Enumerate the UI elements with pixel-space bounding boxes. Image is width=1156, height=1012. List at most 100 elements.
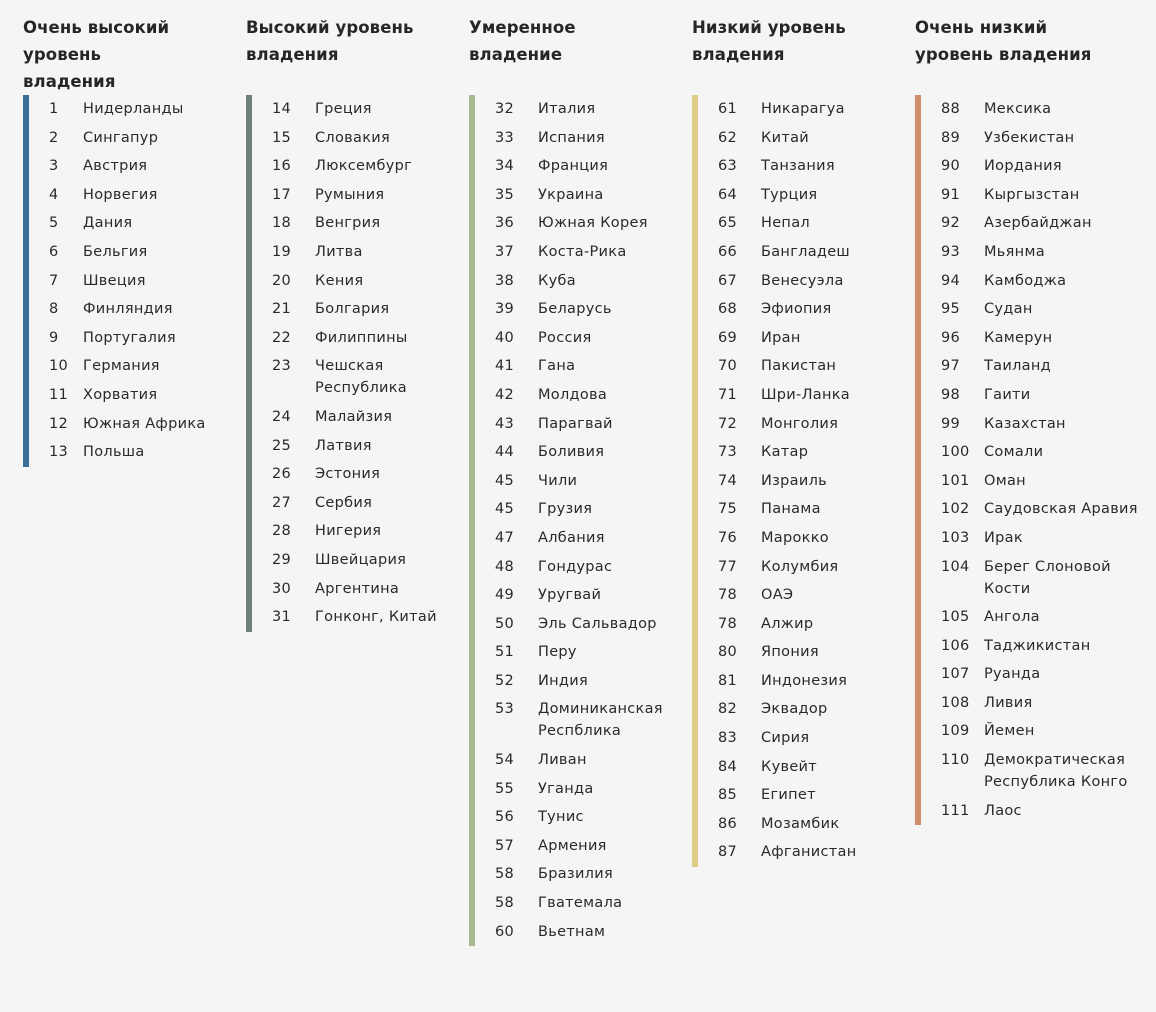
country-name: Южная Африка xyxy=(83,415,206,432)
country-name: Словакия xyxy=(315,129,390,146)
country-row: 80 Япония xyxy=(692,641,922,663)
country-name: Аргентина xyxy=(315,580,400,597)
country-name: Хорватия xyxy=(83,386,158,403)
level-color-bar xyxy=(246,95,252,632)
rank-number: 9 xyxy=(49,329,59,346)
country-name: Гонконг, Китай xyxy=(315,609,437,626)
country-name: Сербия xyxy=(315,494,373,511)
rank-number: 49 xyxy=(495,587,515,604)
country-row: 14 Греция xyxy=(246,98,476,120)
rank-number: 82 xyxy=(718,701,738,718)
country-row: 76 Марокко xyxy=(692,527,922,549)
country-row: 23 Чешская Республика xyxy=(246,355,476,399)
country-row: 3 Австрия xyxy=(23,155,253,177)
rank-number: 44 xyxy=(495,444,515,461)
country-row: 94 Камбоджа xyxy=(915,270,1145,292)
country-row: 86 Мозамбик xyxy=(692,813,922,835)
rank-number: 32 xyxy=(495,101,515,117)
country-row: 82 Эквадор xyxy=(692,698,922,720)
country-name: Саудовская Аравия xyxy=(984,501,1138,518)
rank-number: 67 xyxy=(718,272,738,289)
country-name: Филиппины xyxy=(315,329,408,346)
country-row: 68 Эфиопия xyxy=(692,298,922,320)
country-name: Эстония xyxy=(315,466,381,483)
country-name: Индия xyxy=(538,672,588,689)
country-name: Бразилия xyxy=(538,866,613,883)
rank-number: 103 xyxy=(941,529,970,546)
rank-number: 96 xyxy=(941,329,961,346)
rank-number: 58 xyxy=(495,866,515,883)
country-name: Сингапур xyxy=(83,129,159,146)
country-row: 73 Катар xyxy=(692,441,922,463)
country-row: 19 Литва xyxy=(246,241,476,263)
country-row: 58 Гватемала xyxy=(469,892,699,914)
rank-number: 83 xyxy=(718,730,738,747)
rank-number: 33 xyxy=(495,129,515,146)
country-row: 92 Азербайджан xyxy=(915,212,1145,234)
rank-number: 48 xyxy=(495,558,515,575)
rank-number: 75 xyxy=(718,501,738,518)
rank-number: 57 xyxy=(495,837,515,854)
country-name: Румыния xyxy=(315,186,385,203)
rank-number: 64 xyxy=(718,186,738,203)
rank-number: 73 xyxy=(718,444,738,461)
country-row: 42 Молдова xyxy=(469,384,699,406)
country-name: Польша xyxy=(83,444,145,461)
rank-number: 6 xyxy=(49,243,59,260)
rank-number: 3 xyxy=(49,158,59,175)
country-name: Гана xyxy=(538,358,576,375)
rank-number: 95 xyxy=(941,301,961,318)
rank-number: 24 xyxy=(272,408,292,425)
rank-number: 68 xyxy=(718,301,738,318)
country-row: 8 Финляндия xyxy=(23,298,253,320)
country-row: 70 Пакистан xyxy=(692,355,922,377)
country-name: Доминиканская Респблика xyxy=(538,701,663,740)
country-name: Камбоджа xyxy=(984,272,1067,289)
rank-number: 107 xyxy=(941,666,970,683)
country-name: Таиланд xyxy=(984,358,1051,375)
rank-number: 17 xyxy=(272,186,292,203)
country-name: Грузия xyxy=(538,501,593,518)
country-row: 63 Танзания xyxy=(692,155,922,177)
rank-number: 42 xyxy=(495,386,515,403)
country-name: Иордания xyxy=(984,158,1062,175)
rank-number: 47 xyxy=(495,529,515,546)
country-name: Эфиопия xyxy=(761,301,832,318)
country-name: Монголия xyxy=(761,415,839,432)
country-name: Гватемала xyxy=(538,895,623,912)
country-name: Сомали xyxy=(984,444,1044,461)
country-name: Кения xyxy=(315,272,364,289)
rank-number: 105 xyxy=(941,609,970,626)
country-name: Израиль xyxy=(761,472,827,489)
rank-number: 35 xyxy=(495,186,515,203)
country-row: 54 Ливан xyxy=(469,749,699,771)
country-row: 90 Иордания xyxy=(915,155,1145,177)
country-name: Колумбия xyxy=(761,558,839,575)
country-row: 78 ОАЭ xyxy=(692,584,922,606)
rank-number: 51 xyxy=(495,644,515,661)
country-row: 16 Люксембург xyxy=(246,155,476,177)
rank-number: 8 xyxy=(49,301,59,318)
rank-number: 40 xyxy=(495,329,515,346)
country-name: Швейцария xyxy=(315,551,407,568)
country-name: Камерун xyxy=(984,329,1053,346)
rank-number: 108 xyxy=(941,694,970,711)
country-row: 78 Алжир xyxy=(692,613,922,635)
column-title: Умеренное владение xyxy=(469,18,576,64)
country-row: 81 Индонезия xyxy=(692,670,922,692)
country-row: 56 Тунис xyxy=(469,806,699,828)
country-name: Лаос xyxy=(984,802,1022,819)
country-list: 1 Нидерланды 2 Сингапур 3 Австрия 4 Норвегия 5 Да… xyxy=(23,98,253,470)
rank-number: 90 xyxy=(941,158,961,175)
country-name: Россия xyxy=(538,329,592,346)
rank-number: 53 xyxy=(495,701,515,718)
country-row: 77 Колумбия xyxy=(692,556,922,578)
country-row: 21 Болгария xyxy=(246,298,476,320)
country-name: Италия xyxy=(538,101,596,117)
country-row: 35 Украина xyxy=(469,184,699,206)
country-list: 61 Никарагуа 62 Китай 63 Танзания 64 Турция 65 Не… xyxy=(692,98,922,870)
country-row: 10 Германия xyxy=(23,355,253,377)
rank-number: 98 xyxy=(941,386,961,403)
country-name: Нидерланды xyxy=(83,101,184,117)
country-row: 100 Сомали xyxy=(915,441,1145,463)
